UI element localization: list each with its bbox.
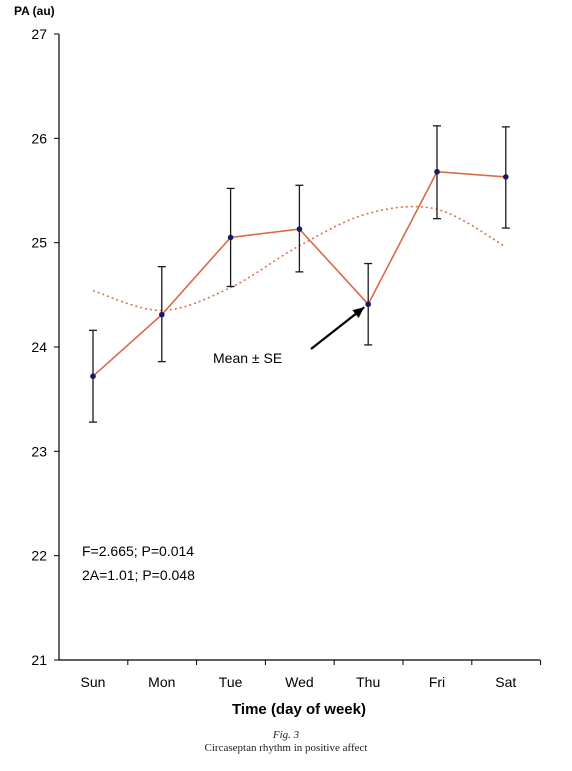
annotation-arrow bbox=[310, 306, 365, 350]
y-tick-label: 27 bbox=[31, 26, 47, 42]
x-tick-label: Fri bbox=[429, 674, 445, 690]
y-tick-label: 22 bbox=[31, 548, 47, 564]
x-tick-label: Wed bbox=[285, 674, 314, 690]
stats-line-1: F=2.665; P=0.014 bbox=[82, 543, 194, 559]
data-point bbox=[503, 174, 509, 180]
data-point bbox=[90, 373, 96, 380]
data-point bbox=[159, 311, 165, 318]
data-point bbox=[365, 301, 372, 308]
x-tick-label: Sat bbox=[495, 674, 516, 690]
x-tick-label: Tue bbox=[219, 674, 243, 690]
chart: PA (au) 21 22 23 24 25 26 27 Sun Mon Tue Wed Thu Fr… bbox=[14, 4, 542, 718]
x-tick-label: Sun bbox=[81, 674, 106, 690]
y-axis-label: PA (au) bbox=[14, 4, 55, 18]
stats-line-2: 2A=1.01; P=0.048 bbox=[82, 567, 195, 583]
mean-se-annotation: Mean ± SE bbox=[213, 350, 282, 366]
data-point bbox=[434, 168, 440, 175]
x-tick-label: Mon bbox=[148, 674, 175, 690]
y-tick-label: 21 bbox=[31, 652, 47, 668]
y-tick-label: 26 bbox=[31, 130, 47, 146]
data-point bbox=[296, 226, 303, 232]
y-tick-label: 25 bbox=[31, 235, 47, 251]
arrow-head bbox=[352, 307, 365, 318]
x-ticks: Sun Mon Tue Wed Thu Fri Sat bbox=[81, 660, 542, 690]
x-tick-label: Thu bbox=[356, 674, 380, 690]
y-tick-label: 23 bbox=[31, 443, 47, 459]
data-point bbox=[227, 234, 234, 241]
mean-series bbox=[89, 125, 510, 423]
arrow-shaft bbox=[310, 306, 365, 350]
x-axis-label: Time (day of week) bbox=[232, 701, 366, 718]
figure-number: Fig. 3 bbox=[272, 729, 300, 741]
figure-caption: Circaseptan rhythm in positive affect bbox=[204, 742, 368, 754]
y-tick-label: 24 bbox=[31, 339, 47, 355]
y-ticks: 21 22 23 24 25 26 27 bbox=[31, 26, 59, 668]
